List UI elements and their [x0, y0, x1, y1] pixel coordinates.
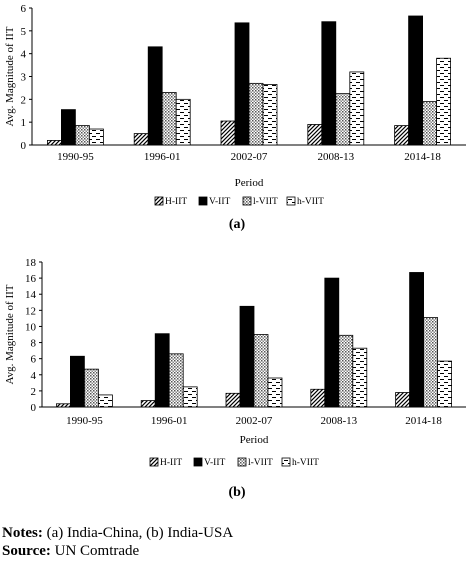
bar-h-viit: [436, 57, 452, 146]
legend-swatch: [154, 196, 164, 206]
bar-v-iit: [61, 109, 76, 146]
legend-label: h-VIIT: [297, 197, 324, 207]
bar-l-viit: [422, 101, 438, 146]
bar-v-iit: [147, 46, 163, 146]
bar-h-iit: [56, 403, 71, 408]
legend-swatch: [149, 457, 159, 467]
bar-l-viit: [338, 334, 354, 408]
bar-h-viit: [98, 394, 113, 408]
bar-v-iit: [234, 22, 250, 146]
notes-label: Notes:: [2, 525, 43, 541]
bar-l-viit: [75, 125, 90, 146]
bar-h-iit: [307, 124, 323, 146]
legend-label: l-VIIT: [253, 197, 278, 207]
x-tick-label: 2002-07: [231, 151, 268, 163]
bar-v-iit: [239, 305, 255, 408]
x-tick-label: 1996-01: [144, 151, 181, 163]
bar-h-iit: [394, 125, 410, 146]
y-tick-label: 6: [31, 354, 37, 366]
legend-label: h-VIIT: [292, 458, 319, 468]
x-axis-title: Period: [235, 177, 264, 189]
x-tick-label: 2014-18: [405, 415, 442, 427]
bar-h-viit: [182, 386, 198, 408]
bar-h-iit: [140, 400, 156, 408]
x-tick-label: 2008-13: [320, 415, 357, 427]
bar-h-iit: [220, 120, 236, 146]
y-tick-label: 12: [25, 305, 36, 317]
bar-l-viit: [335, 93, 351, 146]
bar-h-iit: [47, 140, 62, 146]
y-tick-label: 0: [21, 140, 27, 152]
bar-h-viit: [352, 347, 368, 408]
source-line: Source: UN Comtrade: [2, 543, 139, 560]
legend-label: V-IIT: [204, 458, 225, 468]
bar-v-iit: [324, 277, 340, 408]
x-tick-label: 2002-07: [236, 415, 273, 427]
bar-v-iit: [154, 333, 170, 408]
y-tick-label: 2: [21, 94, 27, 106]
x-tick-label: 2008-13: [317, 151, 354, 163]
legend-swatch: [242, 196, 252, 206]
x-tick-label: 1990-95: [57, 151, 94, 163]
notes-line: Notes: (a) India-China, (b) India-USA: [2, 525, 233, 542]
y-tick-label: 10: [25, 321, 37, 333]
bar-h-iit: [133, 133, 149, 146]
legend-swatch: [193, 457, 203, 467]
bar-h-iit: [395, 392, 411, 408]
legend-swatch: [281, 457, 291, 467]
legend-label: V-IIT: [209, 197, 230, 207]
chart-panel-1: 0 1 2 3 4 5 6 Avg. Magnitude of IIT 1990-95 1996-…: [4, 3, 466, 232]
x-axis-title: Period: [240, 434, 269, 446]
bar-h-iit: [225, 392, 241, 408]
bar-h-viit: [267, 377, 283, 408]
source-label: Source:: [2, 543, 51, 559]
x-tick-label: 1990-95: [66, 415, 103, 427]
bar-h-viit: [437, 360, 453, 408]
y-axis-title: Avg. Magnitude of IIT: [4, 284, 16, 384]
y-tick-label: 0: [31, 402, 37, 414]
bar-l-viit: [84, 368, 99, 408]
bar-h-iit: [310, 388, 326, 408]
bar-l-viit: [253, 334, 269, 408]
bar-v-iit: [409, 272, 425, 408]
bar-h-viit: [175, 98, 191, 146]
source-text: UN Comtrade: [50, 543, 140, 559]
y-tick-label: 18: [25, 257, 37, 269]
bar-v-iit: [408, 15, 424, 146]
bar-l-viit: [248, 82, 264, 146]
legend-swatch: [198, 196, 208, 206]
y-tick-label: 16: [25, 273, 37, 285]
legend-label: H-IIT: [165, 197, 187, 207]
y-tick-label: 3: [21, 72, 27, 84]
y-tick-label: 6: [21, 3, 27, 15]
legend-swatch: [286, 196, 296, 206]
legend-label: H-IIT: [160, 458, 182, 468]
y-tick-label: 14: [25, 289, 37, 301]
y-axis-title: Avg. Magnitude of IIT: [4, 26, 16, 126]
bar-l-viit: [161, 92, 177, 146]
y-tick-label: 1: [21, 117, 27, 129]
bar-l-viit: [423, 317, 439, 408]
bar-v-iit: [70, 355, 85, 408]
x-tick-label: 1996-01: [151, 415, 188, 427]
legend-swatch: [237, 457, 247, 467]
y-tick-label: 8: [31, 338, 37, 350]
bar-h-viit: [349, 71, 365, 146]
panel-label: (a): [229, 217, 246, 232]
notes-text: (a) India-China, (b) India-USA: [42, 525, 234, 541]
legend-label: l-VIIT: [248, 458, 273, 468]
bar-h-viit: [262, 84, 278, 146]
bar-v-iit: [321, 21, 337, 146]
y-tick-label: 2: [31, 386, 37, 398]
panel-label: (b): [228, 485, 245, 500]
bar-l-viit: [168, 353, 184, 408]
y-tick-label: 4: [21, 49, 27, 61]
x-tick-label: 2014-18: [404, 151, 441, 163]
y-tick-label: 4: [31, 370, 37, 382]
y-tick-label: 5: [21, 26, 27, 38]
chart-panel-2: 0 2 4 6 8 10 12 14 16 18 Avg. Magnitude of IIT 1990…: [4, 257, 466, 500]
bar-h-viit: [89, 128, 104, 146]
